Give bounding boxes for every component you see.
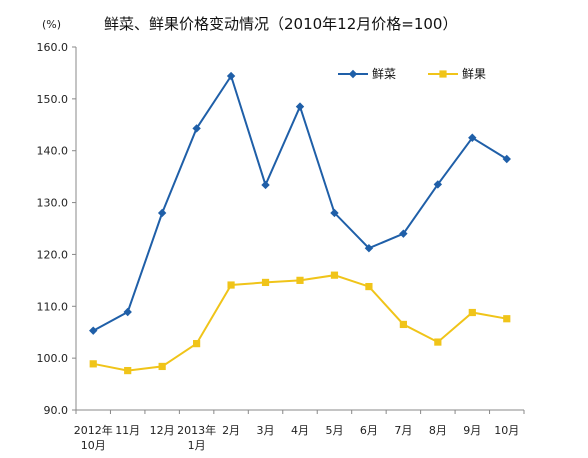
legend-label: 鲜菜: [372, 67, 396, 81]
y-tick-label: 130.0: [37, 197, 69, 210]
x-tick-label: 12月: [150, 424, 175, 437]
series-2: [89, 271, 511, 375]
y-tick-label: 150.0: [37, 93, 69, 106]
data-point: [124, 366, 132, 375]
data-point: [503, 315, 511, 323]
data-point: [226, 71, 236, 81]
legend-item: 鲜菜: [338, 67, 396, 81]
x-axis-ticks: 2012年 10月 11月 12月 2013年 1月 2月 3月 4月 5月 6月 7月 8月 9月 10月: [74, 410, 525, 452]
series-line: [93, 274, 507, 372]
x-tick-label: 6月: [360, 424, 378, 437]
y-tick-label: 90.0: [44, 404, 69, 417]
series-layer: [89, 71, 511, 375]
data-point: [364, 244, 374, 253]
x-tick-label: 5月: [325, 424, 343, 437]
data-point: [192, 124, 201, 133]
legend-marker: [348, 69, 358, 79]
data-point: [399, 229, 408, 238]
data-point: [89, 326, 98, 335]
data-point: [434, 338, 442, 346]
legend-item: 鲜果: [428, 67, 486, 81]
series-line: [92, 73, 508, 332]
data-point: [433, 180, 443, 189]
data-point: [123, 307, 132, 317]
x-tick-label: 2012年: [74, 423, 113, 437]
data-point: [295, 102, 305, 111]
chart-title: 鲜菜、鲜果价格变动情况（2010年12月价格=100）: [104, 15, 457, 33]
x-tick-label: 8月: [429, 424, 447, 437]
legend-label: 鲜果: [462, 67, 486, 81]
data-point: [502, 154, 511, 164]
data-point: [227, 281, 235, 289]
y-tick-label: 140.0: [37, 145, 69, 158]
data-point: [158, 362, 166, 371]
data-point: [261, 180, 270, 190]
x-tick-label: 3月: [257, 424, 275, 437]
x-tick-label: 7月: [394, 424, 412, 437]
x-tick-label: 4月: [291, 424, 309, 437]
data-point: [330, 271, 339, 279]
data-point: [261, 278, 270, 287]
legend-marker: [439, 70, 447, 78]
x-tick-label: 9月: [463, 424, 481, 437]
y-tick-label: 110.0: [37, 300, 69, 313]
y-tick-label: 120.0: [37, 248, 69, 261]
x-tick-label: 11月: [115, 424, 140, 437]
data-point: [365, 282, 373, 291]
data-point: [157, 208, 167, 218]
y-tick-label: 160.0: [37, 41, 69, 54]
data-point: [193, 340, 201, 348]
series-1: [89, 71, 511, 335]
y-axis-unit: (%): [42, 18, 61, 31]
data-point: [89, 360, 97, 368]
y-axis-ticks: 90.0 100.0 110.0 120.0 130.0 140.0 150.0 160.0: [37, 41, 76, 417]
data-point: [330, 208, 339, 218]
legend: 鲜菜 鲜果: [338, 67, 486, 81]
x-tick-label: 10月: [494, 424, 519, 437]
x-tick-label: 2013年: [177, 423, 216, 437]
data-point: [399, 320, 407, 329]
axes: [75, 47, 524, 411]
data-point: [468, 308, 476, 317]
x-tick-label: 2月: [222, 424, 240, 437]
y-tick-label: 100.0: [37, 352, 69, 365]
data-point: [296, 276, 304, 284]
x-tick-label: 1月: [188, 439, 206, 452]
x-tick-label: 10月: [81, 439, 106, 452]
data-point: [468, 133, 477, 142]
